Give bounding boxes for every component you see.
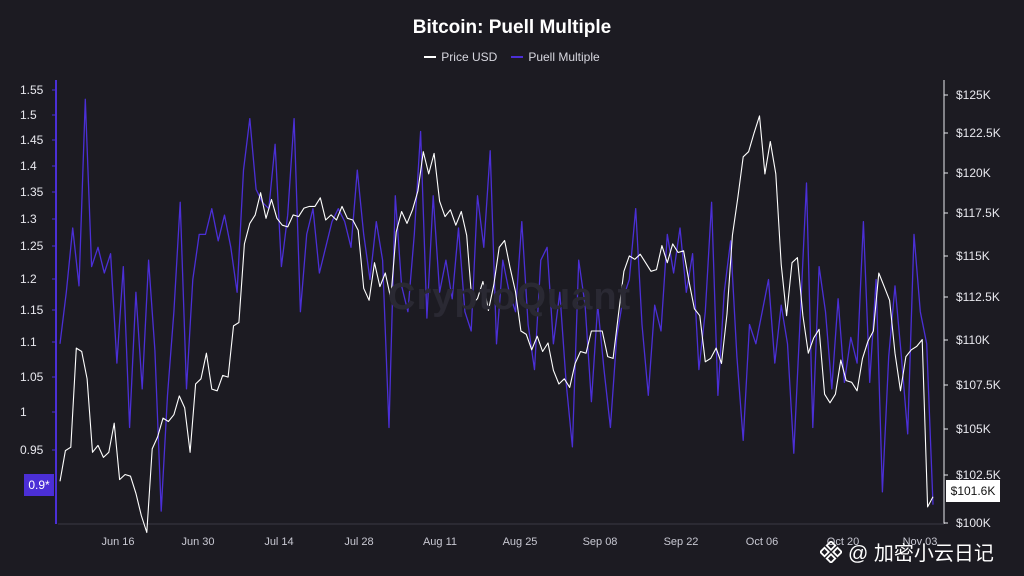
y-left-tick-label: 1.55 bbox=[20, 83, 44, 97]
current-puell-badge: 0.9* bbox=[24, 474, 54, 496]
y-left-tick-label: 1.2 bbox=[20, 272, 37, 286]
x-tick-label: Jun 16 bbox=[101, 536, 134, 548]
binance-logo-icon bbox=[820, 540, 842, 563]
x-tick-label: Oct 06 bbox=[746, 536, 778, 548]
y-right-tick-label: $122.5K bbox=[956, 126, 1001, 140]
y-left-tick-label: 1.4 bbox=[20, 159, 37, 173]
y-right-tick-label: $107.5K bbox=[956, 378, 1001, 392]
brand-watermark: @ 加密小云日记 bbox=[820, 537, 994, 566]
x-tick-label: Jul 28 bbox=[344, 536, 373, 548]
legend: Price USD Puell Multiple bbox=[0, 50, 1024, 64]
y-right-tick-label: $115K bbox=[956, 249, 990, 263]
y-left-tick-label: 1.35 bbox=[20, 185, 44, 199]
legend-swatch-puell bbox=[511, 56, 524, 58]
y-left-tick-label: 1 bbox=[20, 405, 27, 419]
legend-item-puell[interactable]: Puell Multiple bbox=[511, 50, 600, 64]
y-right-tick-label: $112.5K bbox=[956, 290, 1000, 304]
legend-label-price: Price USD bbox=[441, 50, 498, 64]
series-line-price-usd bbox=[59, 115, 934, 534]
legend-label-puell: Puell Multiple bbox=[528, 50, 600, 64]
legend-item-price[interactable]: Price USD bbox=[424, 50, 497, 64]
x-tick-label: Sep 08 bbox=[583, 536, 618, 548]
x-tick-label: Aug 25 bbox=[503, 536, 538, 548]
legend-swatch-price bbox=[424, 56, 437, 58]
y-left-tick-label: 1.3 bbox=[20, 212, 37, 226]
watermark: CryptoQuant bbox=[388, 276, 632, 318]
y-right-tick-label: $117.5K bbox=[956, 206, 1000, 220]
series-line-puell-multiple bbox=[59, 98, 934, 512]
y-left-tick-label: 1.15 bbox=[20, 303, 44, 317]
x-tick-label: Sep 22 bbox=[664, 536, 699, 548]
brand-text: @ 加密小云日记 bbox=[848, 543, 994, 565]
y-right-tick-label: $100K bbox=[956, 516, 991, 530]
y-right-tick-label: $120K bbox=[956, 166, 991, 180]
y-right-tick-label: $105K bbox=[956, 422, 991, 436]
chart-title: Bitcoin: Puell Multiple bbox=[412, 17, 612, 38]
x-tick-label: Jun 30 bbox=[181, 536, 214, 548]
x-tick-label: Nov 03 bbox=[903, 536, 938, 548]
y-right-tick-label: $125K bbox=[956, 88, 991, 102]
x-tick-label: Jul 14 bbox=[264, 536, 293, 548]
current-price-badge: $101.6K bbox=[946, 480, 1000, 502]
y-left-tick-label: 1.45 bbox=[20, 133, 44, 147]
y-left-tick-label: 1.25 bbox=[20, 239, 44, 253]
y-left-tick-label: 1.05 bbox=[20, 370, 44, 384]
y-right-tick-label: $102.5K bbox=[956, 468, 1001, 482]
y-left-tick-label: 1.5 bbox=[20, 108, 37, 122]
y-left-tick-label: 0.95 bbox=[20, 443, 44, 457]
y-left-tick-label: 1.1 bbox=[20, 335, 37, 349]
y-right-tick-label: $110K bbox=[956, 333, 990, 347]
x-tick-label: Aug 11 bbox=[423, 536, 457, 548]
